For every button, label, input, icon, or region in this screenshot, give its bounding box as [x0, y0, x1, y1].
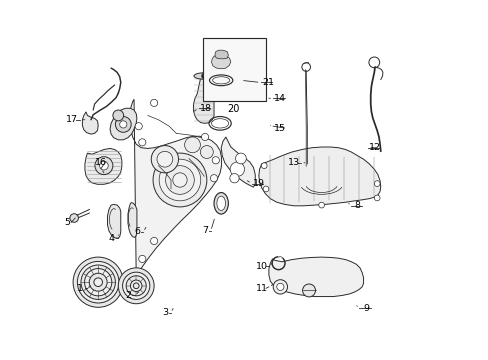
Circle shape: [77, 261, 119, 303]
Polygon shape: [221, 137, 255, 187]
Circle shape: [212, 157, 219, 164]
Circle shape: [139, 139, 145, 146]
Circle shape: [89, 273, 107, 291]
Circle shape: [126, 276, 146, 296]
Ellipse shape: [214, 193, 228, 214]
Circle shape: [373, 195, 379, 201]
Circle shape: [318, 202, 324, 208]
Circle shape: [302, 284, 315, 297]
Circle shape: [153, 153, 206, 207]
Text: 11: 11: [255, 284, 267, 293]
Text: 15: 15: [274, 123, 286, 132]
Polygon shape: [193, 76, 214, 123]
Circle shape: [276, 283, 284, 291]
Circle shape: [139, 255, 145, 262]
Circle shape: [261, 163, 266, 168]
Polygon shape: [211, 54, 230, 69]
Polygon shape: [85, 148, 122, 184]
Text: 3: 3: [162, 308, 167, 317]
Circle shape: [201, 134, 208, 140]
Polygon shape: [258, 147, 380, 206]
Text: 10: 10: [255, 262, 267, 271]
Polygon shape: [215, 50, 228, 59]
Circle shape: [100, 161, 108, 170]
Polygon shape: [110, 108, 137, 140]
Text: 8: 8: [354, 201, 360, 210]
Circle shape: [115, 117, 131, 132]
Circle shape: [133, 283, 139, 289]
Circle shape: [229, 174, 239, 183]
Circle shape: [200, 145, 213, 158]
Polygon shape: [82, 112, 98, 134]
Text: 2: 2: [125, 291, 131, 300]
Circle shape: [230, 162, 244, 176]
Circle shape: [81, 265, 115, 300]
Circle shape: [135, 123, 142, 130]
Circle shape: [373, 181, 379, 186]
Circle shape: [157, 151, 172, 167]
Circle shape: [120, 121, 126, 128]
FancyBboxPatch shape: [203, 39, 265, 101]
Circle shape: [210, 175, 217, 182]
Circle shape: [118, 268, 154, 304]
Ellipse shape: [194, 73, 214, 79]
Text: 12: 12: [368, 143, 381, 152]
Text: 19: 19: [252, 179, 264, 188]
Text: 18: 18: [200, 104, 211, 113]
Circle shape: [172, 173, 187, 187]
Text: 9: 9: [363, 304, 368, 313]
Text: 7: 7: [202, 226, 207, 235]
Polygon shape: [130, 99, 221, 276]
Text: 6: 6: [134, 228, 140, 237]
Text: 21: 21: [261, 78, 273, 87]
Circle shape: [122, 272, 149, 300]
Text: 16: 16: [95, 158, 107, 167]
Polygon shape: [128, 203, 137, 237]
Text: 13: 13: [287, 158, 300, 167]
Circle shape: [165, 166, 194, 194]
Text: 5: 5: [64, 218, 70, 227]
Circle shape: [159, 159, 201, 201]
Text: 14: 14: [274, 94, 286, 103]
Text: 4: 4: [109, 234, 115, 243]
Circle shape: [94, 278, 102, 287]
Circle shape: [273, 280, 287, 294]
Circle shape: [95, 157, 113, 175]
Text: 17: 17: [65, 115, 78, 124]
Circle shape: [113, 110, 123, 121]
Circle shape: [235, 153, 246, 164]
Circle shape: [184, 137, 200, 153]
Circle shape: [150, 99, 158, 107]
Ellipse shape: [217, 196, 225, 211]
Circle shape: [150, 237, 158, 244]
Circle shape: [73, 257, 123, 307]
Text: 20: 20: [226, 104, 239, 114]
Circle shape: [84, 269, 112, 296]
Polygon shape: [268, 257, 363, 297]
Circle shape: [263, 186, 268, 192]
Text: 1: 1: [77, 284, 83, 293]
Circle shape: [201, 73, 207, 79]
Circle shape: [70, 214, 78, 222]
Circle shape: [130, 280, 142, 292]
Polygon shape: [107, 204, 121, 238]
Circle shape: [151, 145, 178, 173]
